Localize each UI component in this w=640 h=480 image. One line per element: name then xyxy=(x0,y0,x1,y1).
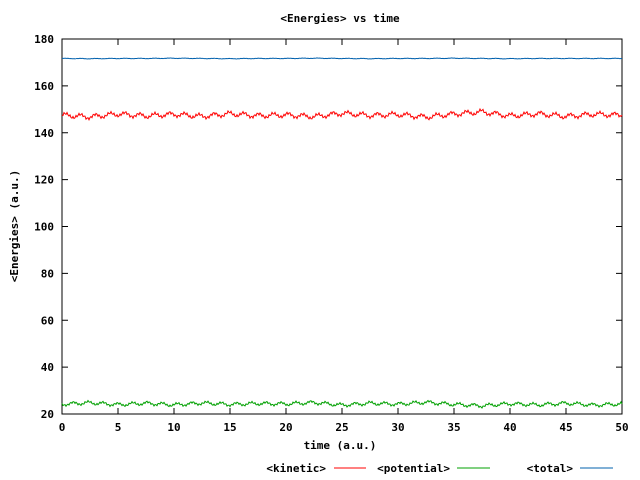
y-tick-label: 80 xyxy=(41,267,54,280)
y-tick-label: 120 xyxy=(34,174,54,187)
y-tick-label: 160 xyxy=(34,80,54,93)
series-line-0 xyxy=(61,107,623,122)
y-tick-label: 60 xyxy=(41,314,54,327)
x-axis-ticks: 0 5 10 15 20 25 30 35 40 45 50 xyxy=(59,39,629,434)
series-lines xyxy=(61,57,623,409)
x-axis-title: time (a.u.) xyxy=(304,439,377,452)
y-axis-title: <Energies> (a.u.) xyxy=(8,170,21,283)
x-tick-label: 20 xyxy=(279,421,292,434)
series-line-1 xyxy=(61,399,623,409)
y-tick-label: 140 xyxy=(34,127,54,140)
y-tick-label: 180 xyxy=(34,33,54,46)
series-line-2 xyxy=(61,57,623,60)
y-axis-ticks: 20 40 60 80 100 120 140 160 180 xyxy=(34,33,622,421)
y-tick-label: 40 xyxy=(41,361,54,374)
legend: <kinetic> <potential> <total> xyxy=(266,462,613,475)
chart-title: <Energies> vs time xyxy=(280,12,400,25)
x-tick-label: 35 xyxy=(447,421,460,434)
x-tick-label: 25 xyxy=(335,421,348,434)
legend-label-1: <potential> xyxy=(377,462,450,475)
x-tick-label: 30 xyxy=(391,421,404,434)
x-tick-label: 5 xyxy=(115,421,122,434)
legend-label-2: <total> xyxy=(527,462,574,475)
x-tick-label: 10 xyxy=(167,421,180,434)
y-tick-label: 20 xyxy=(41,408,54,421)
x-tick-label: 50 xyxy=(615,421,628,434)
x-tick-label: 15 xyxy=(223,421,236,434)
x-tick-label: 40 xyxy=(503,421,516,434)
legend-label-0: <kinetic> xyxy=(266,462,326,475)
x-tick-label: 0 xyxy=(59,421,66,434)
y-tick-label: 100 xyxy=(34,221,54,234)
x-tick-label: 45 xyxy=(559,421,572,434)
plot-frame xyxy=(61,38,623,415)
